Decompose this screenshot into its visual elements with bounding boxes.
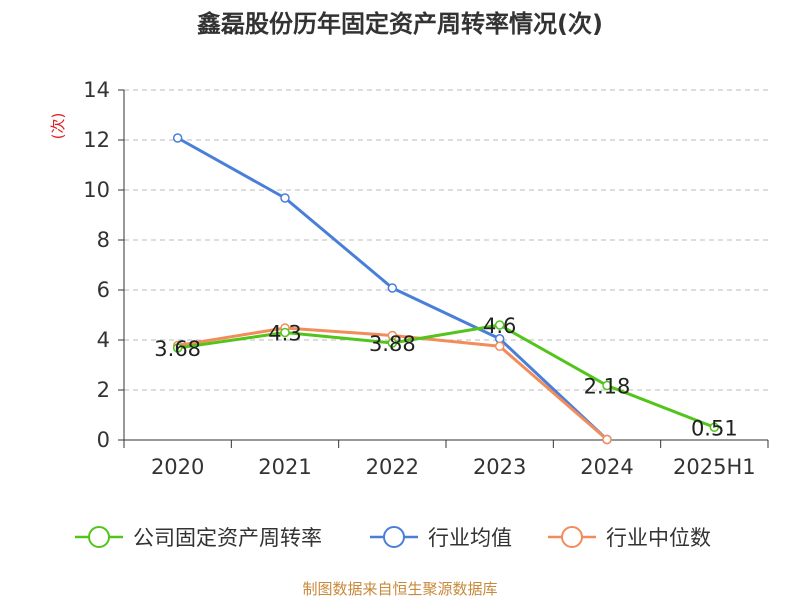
legend-marker xyxy=(383,526,405,548)
x-tick-label: 2025H1 xyxy=(673,455,756,479)
y-axis-label: (次) xyxy=(49,113,67,140)
data-point xyxy=(494,341,505,351)
data-label: 3.88 xyxy=(369,332,416,356)
y-tick-label: 0 xyxy=(97,428,110,452)
y-tick-label: 12 xyxy=(83,128,110,152)
y-tick-label: 8 xyxy=(97,228,110,252)
y-tick-label: 4 xyxy=(97,328,110,352)
y-tick-label: 2 xyxy=(97,378,110,402)
data-point xyxy=(602,380,612,391)
data-label: 0.51 xyxy=(691,416,738,440)
data-label: 4.3 xyxy=(268,322,301,346)
y-tick-label: 14 xyxy=(83,78,110,102)
legend-item: 行业中位数 xyxy=(548,526,711,550)
data-label: 4.6 xyxy=(483,314,516,338)
series-group xyxy=(172,133,612,445)
data-point xyxy=(387,338,398,348)
series-line xyxy=(176,323,716,429)
data-point xyxy=(709,422,720,432)
legend-label: 行业均值 xyxy=(428,526,512,550)
legend-marker xyxy=(561,526,583,548)
legend-item: 公司固定资产周转率 xyxy=(75,526,322,550)
x-tick-label: 2021 xyxy=(258,455,311,479)
series-group xyxy=(172,320,720,432)
data-point xyxy=(494,320,505,330)
legend-item: 行业均值 xyxy=(370,526,512,550)
data-point xyxy=(172,133,183,143)
legend-marker xyxy=(88,526,110,548)
x-tick-label: 2023 xyxy=(473,455,526,479)
legend: 公司固定资产周转率 行业均值 行业中位数 xyxy=(75,526,711,550)
x-tick-label: 2020 xyxy=(151,455,204,479)
y-tick-label: 10 xyxy=(83,178,110,202)
x-tick-label: 2024 xyxy=(580,455,633,479)
data-label: 2.18 xyxy=(584,375,631,399)
data-point xyxy=(280,193,290,203)
x-tick-label: 2022 xyxy=(366,455,419,479)
data-point xyxy=(387,283,398,293)
legend-label: 公司固定资产周转率 xyxy=(133,526,322,550)
data-labels: 3.68 4.3 3.88 4.6 2.18 0.51 xyxy=(154,314,737,440)
data-point xyxy=(280,327,290,338)
axes: 0 2 4 6 8 10 12 14 2020 2021 2022 2023 2024 2025H1 xyxy=(83,78,769,479)
data-point xyxy=(172,343,183,353)
legend-label: 行业中位数 xyxy=(606,526,711,550)
source-note: 制图数据来自恒生聚源数据库 xyxy=(302,580,497,598)
data-label: 3.68 xyxy=(154,337,201,361)
series-lines xyxy=(172,133,720,445)
grid-lines xyxy=(124,89,768,391)
chart-title: 鑫磊股份历年固定资产周转率情况(次) xyxy=(197,10,603,38)
data-point xyxy=(602,434,612,445)
y-tick-label: 6 xyxy=(97,278,110,302)
